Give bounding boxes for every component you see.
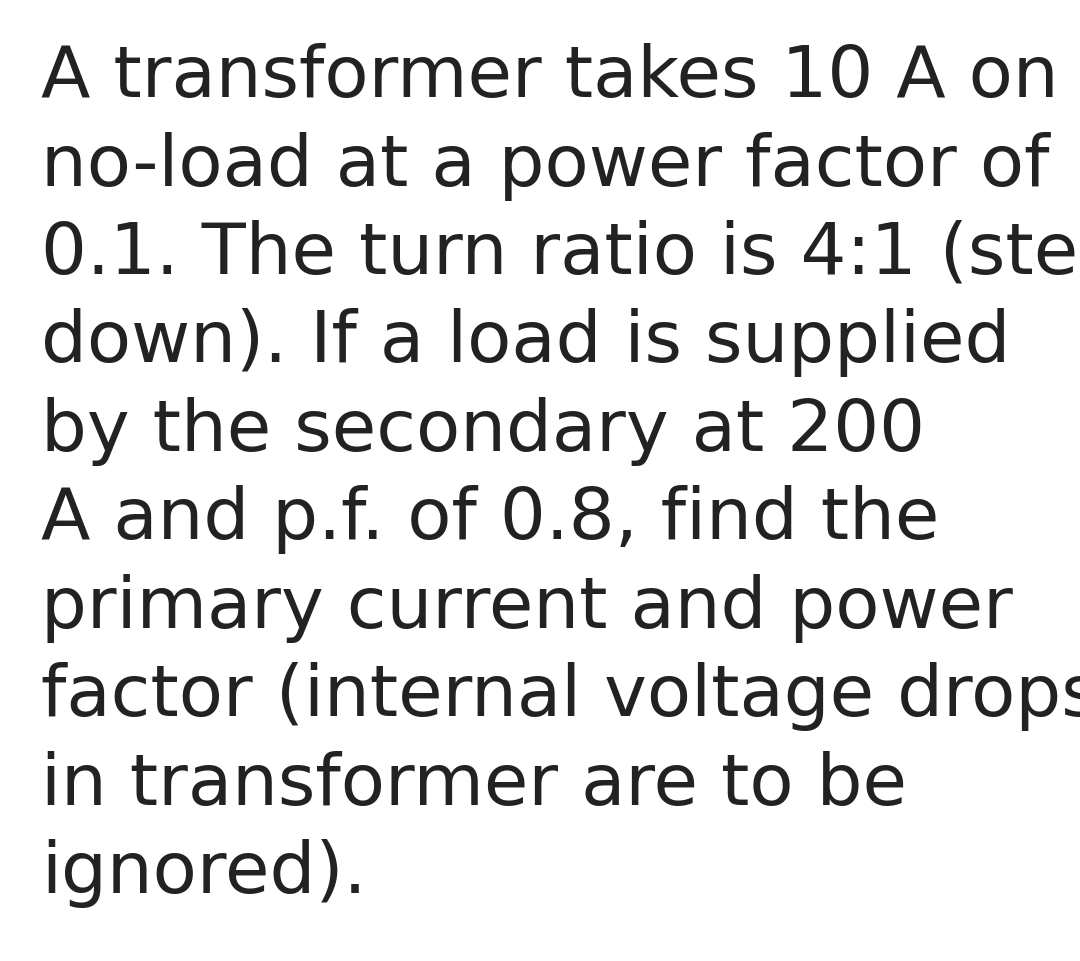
Text: in transformer are to be: in transformer are to be <box>41 751 907 820</box>
Text: down). If a load is supplied: down). If a load is supplied <box>41 308 1011 378</box>
Text: A transformer takes 10 A on: A transformer takes 10 A on <box>41 43 1058 112</box>
Text: ignored).: ignored). <box>41 839 366 908</box>
Text: A and p.f. of 0.8, find the: A and p.f. of 0.8, find the <box>41 485 940 554</box>
Text: by the secondary at 200: by the secondary at 200 <box>41 397 926 466</box>
Text: primary current and power: primary current and power <box>41 574 1013 643</box>
Text: 0.1. The turn ratio is 4:1 (step: 0.1. The turn ratio is 4:1 (step <box>41 220 1080 289</box>
Text: factor (internal voltage drops: factor (internal voltage drops <box>41 662 1080 731</box>
Text: no-load at a power factor of: no-load at a power factor of <box>41 132 1050 201</box>
